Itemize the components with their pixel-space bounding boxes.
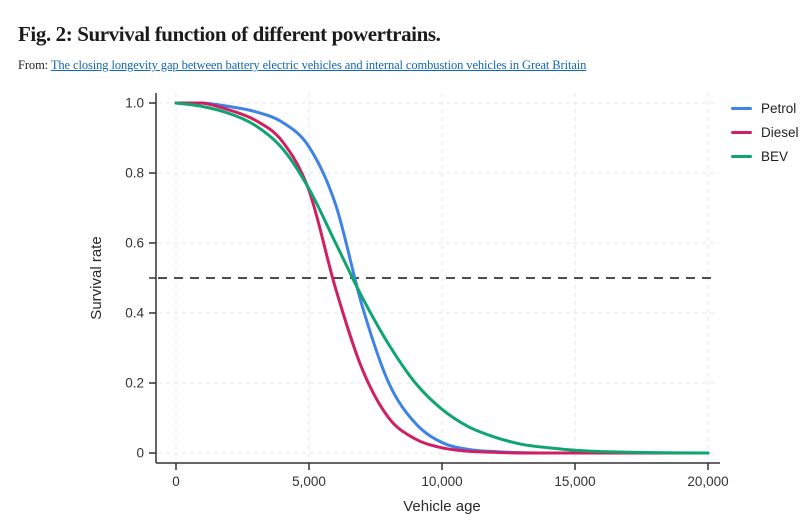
x-tick-label: 15,000 bbox=[554, 474, 595, 489]
x-tick-label: 20,000 bbox=[687, 474, 728, 489]
legend-swatch-petrol bbox=[731, 106, 752, 111]
source-prefix: From: bbox=[18, 58, 51, 72]
y-tick-label: 0.8 bbox=[125, 166, 144, 181]
series-line-bev bbox=[174, 101, 710, 455]
source-line: From: The closing longevity gap between … bbox=[18, 58, 778, 73]
x-axis-title: Vehicle age bbox=[403, 498, 481, 515]
legend-item-diesel: Diesel bbox=[731, 125, 799, 140]
y-tick-label: 0 bbox=[136, 446, 144, 461]
figure-title: Fig. 2: Survival function of different p… bbox=[18, 22, 441, 46]
legend-swatch-diesel bbox=[731, 130, 752, 135]
legend-item-bev: BEV bbox=[731, 149, 799, 164]
legend-label-diesel: Diesel bbox=[761, 124, 799, 140]
legend-item-petrol: Petrol bbox=[731, 101, 799, 116]
y-tick-label: 0.4 bbox=[125, 306, 144, 321]
series-line-diesel bbox=[174, 101, 710, 455]
legend-label-petrol: Petrol bbox=[761, 100, 797, 116]
x-tick-label: 5,000 bbox=[292, 474, 326, 489]
y-axis-title: Survival rate bbox=[88, 236, 105, 319]
legend-swatch-bev bbox=[731, 154, 752, 159]
legend-label-bev: BEV bbox=[761, 148, 789, 164]
x-tick-label: 10,000 bbox=[421, 474, 462, 489]
y-tick-label: 0.6 bbox=[125, 236, 144, 251]
x-tick-label: 0 bbox=[172, 474, 180, 489]
y-tick-label: 0.2 bbox=[125, 376, 144, 391]
chart-legend: Petrol Diesel BEV bbox=[731, 101, 799, 164]
source-link[interactable]: The closing longevity gap between batter… bbox=[50, 58, 587, 72]
y-tick-label: 1.0 bbox=[125, 96, 144, 111]
